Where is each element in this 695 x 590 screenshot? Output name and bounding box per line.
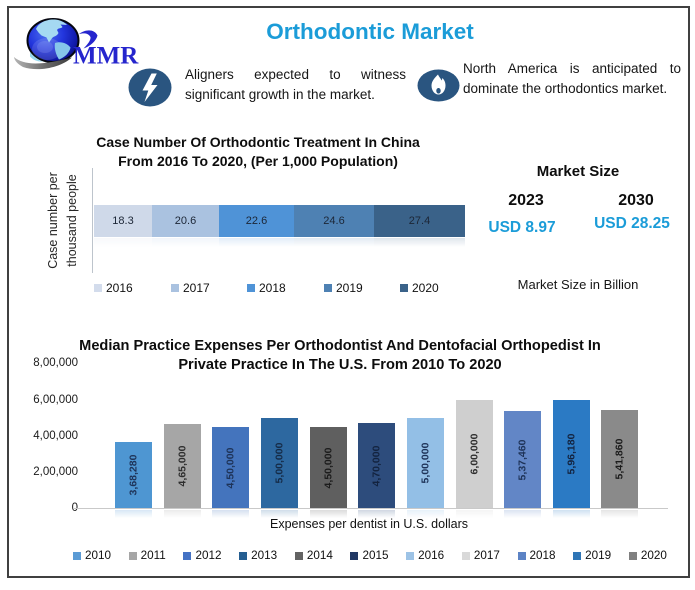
- svg-text:MMR: MMR: [73, 43, 139, 70]
